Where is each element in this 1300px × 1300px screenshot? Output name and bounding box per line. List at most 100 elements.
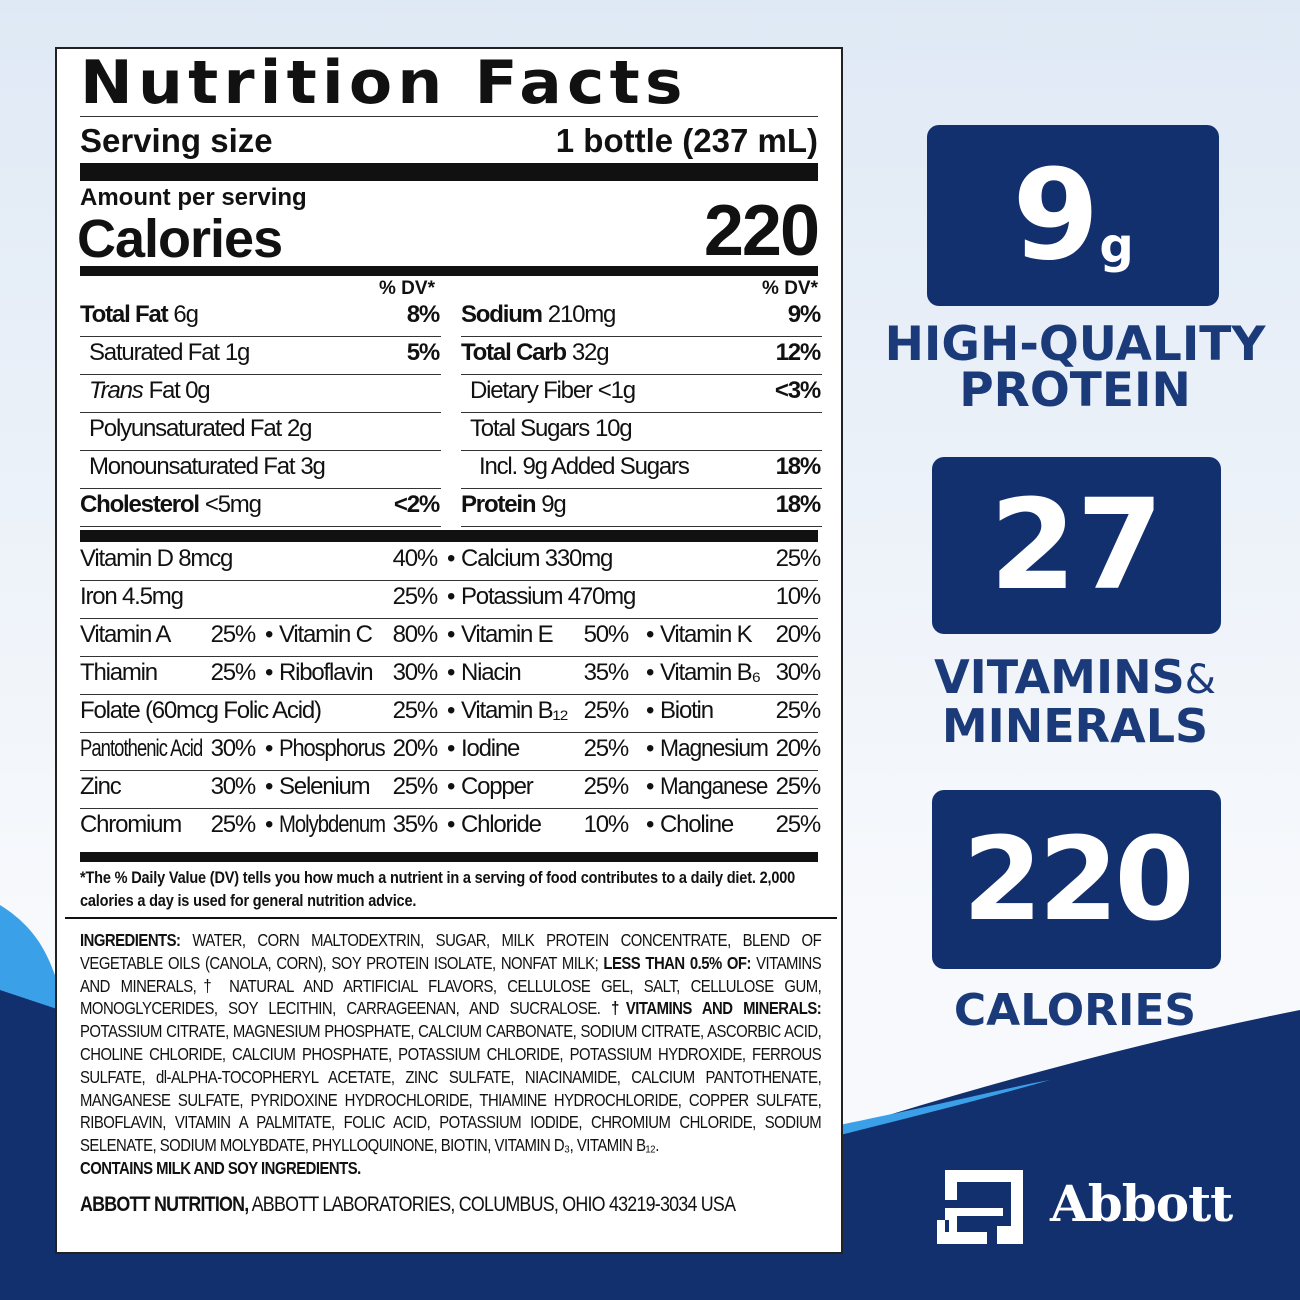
label-title: Nutrition Facts [80,48,688,118]
vitamin-dv: 20% [775,621,822,648]
nutrient-name: Polyunsaturated Fat [89,415,282,442]
vitamin-name-cell: Vitamin C [279,621,373,648]
nutrient-amount: 210mg [547,301,617,328]
nutrient-name: Saturated Fat [89,339,220,366]
vitamin-dv: 25% [583,697,630,724]
vitamin-name-cell: Vitamin A [80,621,171,648]
nutrient-text: Sodium 210mg [461,301,617,328]
divider [80,488,441,489]
nutrient-name: Dietary Fiber [470,377,593,404]
nutrient-dv: 5% [406,339,441,366]
nutrient-row: Protein 9g [461,491,567,518]
nutrient-name: Monounsaturated Fat [89,453,296,480]
manufacturer-name: ABBOTT NUTRITION, [80,1192,249,1216]
nutrient-text: Monounsaturated Fat 3g [89,453,326,480]
manufacturer-address: ABBOTT LABORATORIES, COLUMBUS, OHIO 4321… [248,1192,736,1216]
vitamin-name-cell: Choline [660,811,734,838]
vitamin-name: Biotin [660,697,714,724]
vitamin-name-cell: Pantothenic Acid [80,735,240,762]
vitamin-name: Vitamin D 8mcg [80,545,233,572]
divider [461,450,822,451]
vitamin-dv: 25% [210,811,257,838]
vitamin-dv: 30% [775,659,822,686]
vitamins-badge: 27 [932,457,1221,634]
ingredients-label: INGREDIENTS: [80,930,181,950]
bullet-separator: • [265,621,273,648]
nutrient-text: Protein 9g [461,491,567,518]
calories-label: Calories [77,209,283,269]
vitamin-name: Potassium 470mg [461,583,636,610]
nutrient-row: Saturated Fat 1g [89,339,251,366]
nutrient-amount: 1g [224,339,251,366]
vitamin-name-cell: Magnesium [660,735,773,762]
vitamin-dv: 40% [392,545,439,572]
protein-caption: HIGH-QUALITY PROTEIN [850,321,1300,418]
less-than-label: LESS THAN 0.5% OF: [603,952,751,973]
divider [80,694,818,695]
serving-size-label: Serving size [80,122,273,159]
nutrient-amount: 3g [300,453,326,480]
vitamin-dv: 25% [775,545,822,572]
vitamin-name: Riboflavin [279,659,374,686]
caption-line: PROTEIN [959,363,1191,418]
vitamin-name: Phosphorus [279,735,386,762]
vitamin-name-cell: Iron 4.5mg [80,583,184,610]
protein-unit: g [1099,217,1134,274]
dv-header-right: % DV* [762,278,818,299]
vitamin-name-cell: Vitamin B₁₂ [461,697,569,724]
nutrient-name: Protein [461,491,536,518]
nutrient-dv: 8% [406,301,441,328]
nutrient-row: Sodium 210mg [461,301,617,328]
vitamin-dv: 35% [392,811,439,838]
vitamin-dv: 25% [392,697,439,724]
nutrition-facts-label: Nutrition Facts Serving size 1 bottle (2… [55,47,843,1254]
bullet-separator: • [447,621,455,648]
vitamin-dv: 25% [583,773,630,800]
vitamin-name: Chloride [461,811,542,838]
divider [461,526,822,527]
bullet-separator: • [646,659,654,686]
vitamin-dv: 50% [583,621,630,648]
bullet-separator: • [265,735,273,762]
vitamin-name-cell: Copper [461,773,534,800]
vitamin-dv: 25% [392,583,439,610]
bullet-separator: • [646,735,654,762]
bullet-separator: • [447,773,455,800]
vitamin-name-cell: Chromium [80,811,182,838]
vitamin-name: Magnesium [660,735,769,762]
abbott-logo [937,1170,1031,1249]
vitamin-name-cell: Phosphorus [279,735,395,762]
nutrient-amount: 2g [287,415,313,442]
vitamin-name: Pantothenic Acid [80,735,203,762]
vitamin-dv: 30% [392,659,439,686]
nutrient-dv: 18% [775,491,822,518]
nutrient-amount: 9g [541,491,567,518]
vitamin-name: Vitamin E [461,621,554,648]
nutrient-amount: 6g [173,301,199,328]
vitamin-dv: 25% [583,735,630,762]
bullet-separator: • [265,773,273,800]
divider [80,412,441,413]
nutrient-amount: 32g [571,339,610,366]
nutrient-dv: 12% [775,339,822,366]
vitamin-name-cell: Vitamin E [461,621,554,648]
caption-line: VITAMINS [934,650,1185,704]
vitamin-name: Choline [660,811,734,838]
vitamin-name-cell: Calcium 330mg [461,545,613,572]
bullet-separator: • [646,621,654,648]
nutrient-text: Polyunsaturated Fat 2g [89,415,313,442]
nutrient-name: Total Fat [80,301,169,328]
vitamins-value: 27 [989,473,1164,618]
bullet-separator: • [265,811,273,838]
divider-thick [80,266,818,276]
nutrient-name: Total Carb [461,339,567,366]
vitamin-name: Manganese [660,773,768,800]
vitamin-name-cell: Biotin [660,697,714,724]
vitamin-name-cell: Chloride [461,811,542,838]
vitamins-caption: VITAMINS& MINERALS [880,654,1270,749]
calories-badge: 220 [932,790,1221,969]
nutrient-name: Cholesterol [80,491,200,518]
calories-badge-value: 220 [962,812,1194,947]
divider [461,374,822,375]
